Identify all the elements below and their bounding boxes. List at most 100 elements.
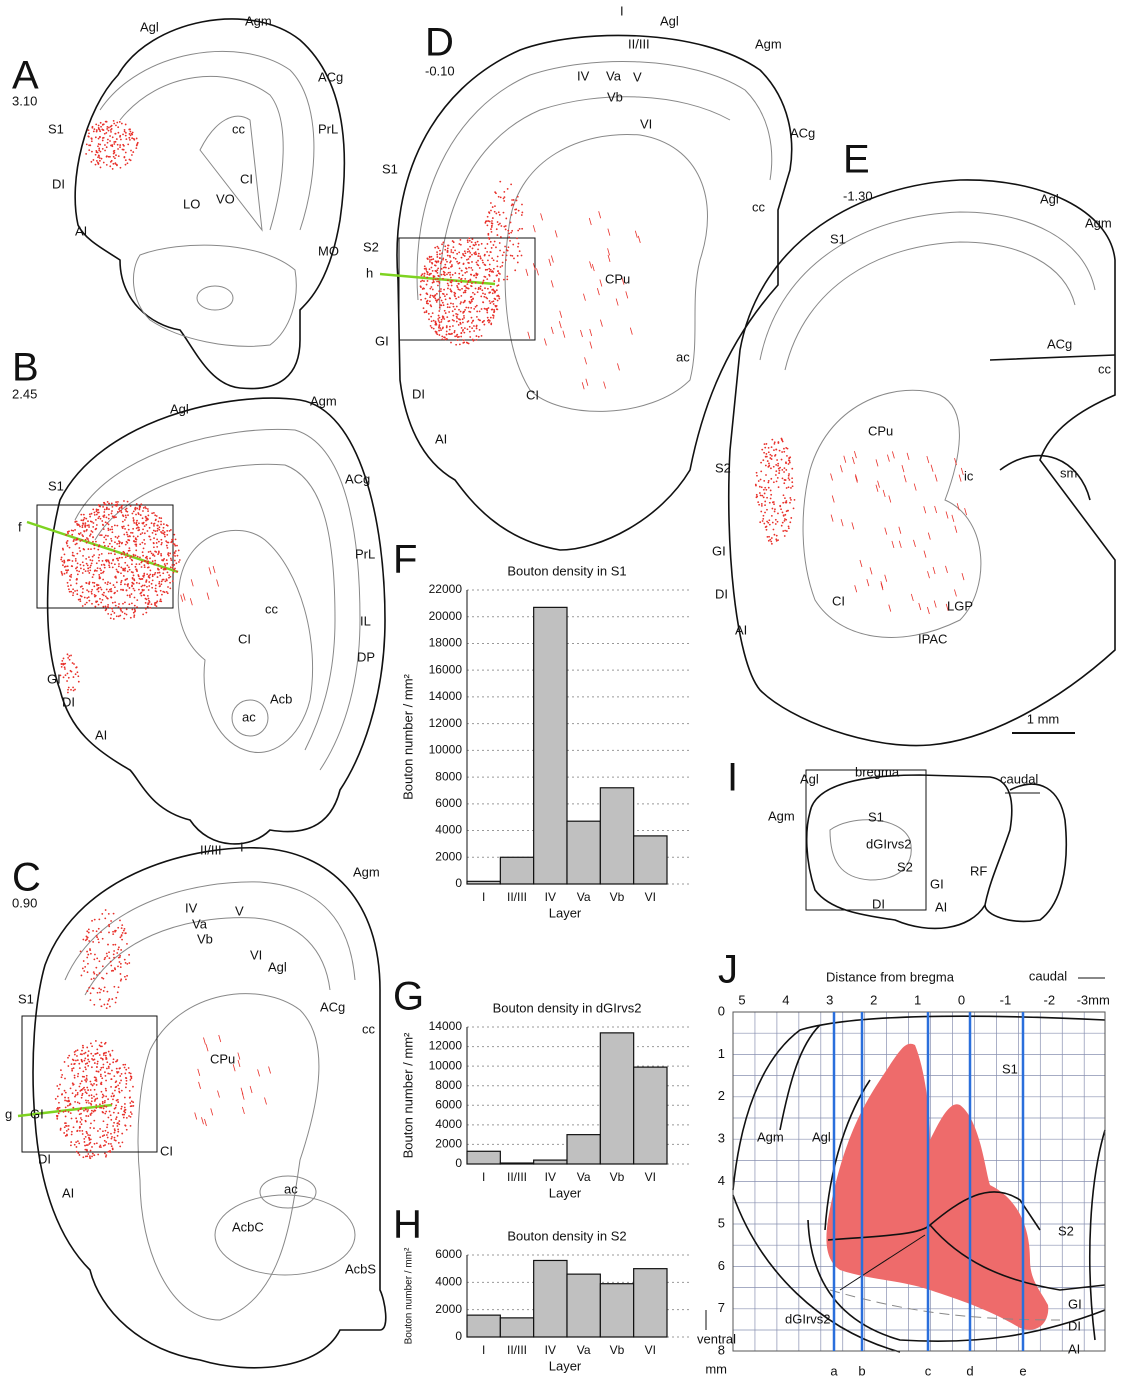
bouton: [132, 532, 134, 534]
bouton: [85, 1100, 87, 1102]
bouton: [508, 246, 510, 248]
axon-fiber: [526, 269, 528, 276]
bouton: [494, 191, 496, 193]
bregma-level: -0.10: [425, 63, 455, 78]
bouton: [140, 503, 142, 505]
bouton: [779, 470, 781, 472]
bouton: [778, 472, 780, 474]
bouton: [144, 532, 146, 534]
bouton: [77, 1152, 79, 1154]
bouton: [460, 281, 462, 283]
bouton: [100, 1146, 102, 1148]
bouton: [67, 569, 69, 571]
bouton: [119, 507, 121, 509]
bouton: [457, 336, 459, 338]
bouton: [95, 154, 97, 156]
bouton: [98, 604, 100, 606]
bouton: [106, 589, 108, 591]
bouton: [487, 233, 489, 235]
bouton: [110, 552, 112, 554]
bouton: [505, 229, 507, 231]
bouton: [86, 1087, 88, 1089]
bouton: [105, 609, 107, 611]
bouton: [80, 568, 82, 570]
bouton: [89, 1081, 91, 1083]
bouton: [64, 1078, 66, 1080]
bouton: [68, 687, 70, 689]
bouton: [440, 321, 442, 323]
bouton: [88, 149, 90, 151]
bouton: [93, 971, 95, 973]
bouton: [133, 554, 135, 556]
bouton: [148, 589, 150, 591]
bouton: [144, 525, 146, 527]
bouton: [64, 666, 66, 668]
bouton: [63, 676, 65, 678]
region-label: ic: [964, 468, 974, 483]
bouton: [423, 275, 425, 277]
bouton: [111, 1078, 113, 1080]
bouton: [781, 451, 783, 453]
bouton: [153, 543, 155, 545]
bouton: [439, 322, 441, 324]
bouton: [67, 1057, 69, 1059]
bouton: [452, 319, 454, 321]
bouton: [777, 521, 779, 523]
bouton: [438, 281, 440, 283]
bouton: [468, 267, 470, 269]
bouton: [99, 544, 101, 546]
bouton: [503, 212, 505, 214]
bouton: [86, 525, 88, 527]
bouton: [488, 307, 490, 309]
bouton: [111, 1103, 113, 1105]
bouton: [775, 538, 777, 540]
bouton: [119, 146, 121, 148]
bouton: [94, 548, 96, 550]
bouton: [92, 536, 94, 538]
bouton: [106, 516, 108, 518]
bouton: [98, 516, 100, 518]
bouton: [156, 605, 158, 607]
bouton: [69, 591, 71, 593]
y-tick-label: 14000: [429, 1019, 463, 1033]
bouton: [142, 510, 144, 512]
bouton: [86, 1047, 88, 1049]
bouton: [145, 612, 147, 614]
region-label: VO: [216, 191, 235, 206]
bouton: [450, 277, 452, 279]
bouton: [123, 575, 125, 577]
bouton: [100, 1042, 102, 1044]
bouton: [164, 563, 166, 565]
bouton: [427, 273, 429, 275]
bouton: [113, 152, 115, 154]
bouton: [764, 512, 766, 514]
bouton: [117, 558, 119, 560]
bouton: [123, 930, 125, 932]
bouton: [105, 1111, 107, 1113]
bouton: [121, 1141, 123, 1143]
bouton: [106, 1058, 108, 1060]
region-label: ac: [284, 1181, 298, 1196]
bouton: [77, 1140, 79, 1142]
bouton: [108, 924, 110, 926]
bouton: [70, 1144, 72, 1146]
bouton: [103, 1105, 105, 1107]
bouton: [96, 570, 98, 572]
bouton: [67, 673, 69, 675]
region-label: GI: [712, 543, 726, 558]
bouton: [110, 129, 112, 131]
bouton: [58, 1112, 60, 1114]
bouton: [112, 1061, 114, 1063]
region-label: IPAC: [918, 631, 947, 646]
bouton: [95, 967, 97, 969]
roi-box: [22, 1016, 157, 1152]
bouton: [123, 500, 125, 502]
bouton: [82, 572, 84, 574]
bouton: [464, 290, 466, 292]
axon-fiber: [582, 382, 584, 389]
bouton: [104, 150, 106, 152]
bouton: [473, 275, 475, 277]
bouton: [131, 1100, 133, 1102]
x-tick-label: 0: [958, 992, 965, 1007]
bouton: [116, 590, 118, 592]
